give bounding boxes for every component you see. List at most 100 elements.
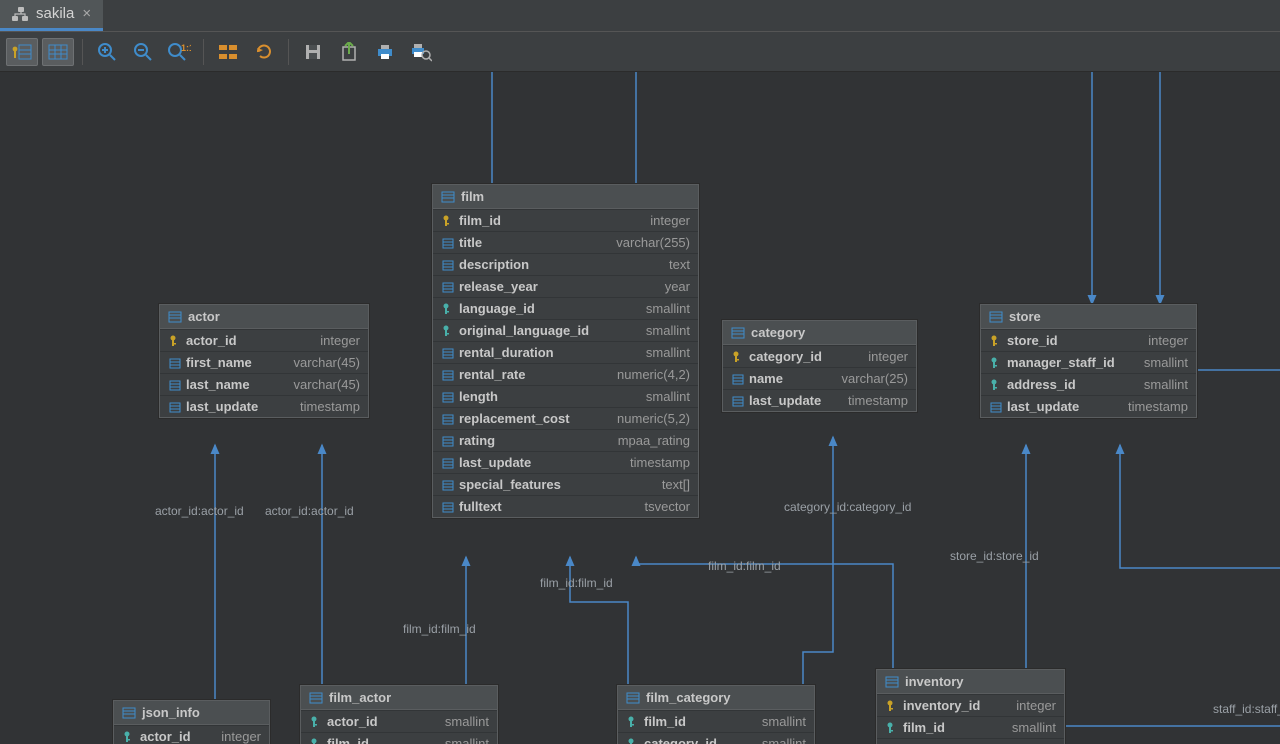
table-film[interactable]: film film_id integer title varchar(255) … (432, 184, 699, 518)
column-row[interactable]: film_id integer (433, 209, 698, 231)
zoom-out-button[interactable] (127, 38, 159, 66)
edge-label: actor_id:actor_id (155, 504, 244, 518)
column-type: text (669, 257, 690, 272)
foreign-key-icon (626, 737, 644, 744)
table-header[interactable]: store (981, 305, 1196, 329)
table-header[interactable]: film_category (618, 686, 814, 710)
column-row[interactable]: rating mpaa_rating (433, 429, 698, 451)
column-row[interactable]: name varchar(25) (723, 367, 916, 389)
column-row[interactable]: first_name varchar(45) (160, 351, 368, 373)
column-name: length (459, 389, 646, 404)
column-row[interactable]: store_id integer (981, 329, 1196, 351)
column-row[interactable]: fulltext tsvector (433, 495, 698, 517)
zoom-in-button[interactable] (91, 38, 123, 66)
table-header[interactable]: json_info (114, 701, 269, 725)
column-icon (441, 434, 459, 448)
save-diagram-button[interactable] (297, 38, 329, 66)
column-name: manager_staff_id (1007, 355, 1144, 370)
close-icon[interactable]: × (82, 5, 91, 22)
column-icon (168, 356, 186, 370)
column-row[interactable]: address_id smallint (981, 373, 1196, 395)
table-film_actor[interactable]: film_actor actor_id smallint film_id sma… (300, 685, 498, 744)
edge-label: category_id:category_id (784, 500, 911, 514)
column-row[interactable]: inventory_id integer (877, 694, 1064, 716)
column-row[interactable]: category_id smallint (618, 732, 814, 744)
column-row[interactable]: description text (433, 253, 698, 275)
table-store[interactable]: store store_id integer manager_staff_id … (980, 304, 1197, 418)
table-title: json_info (142, 705, 200, 720)
column-row[interactable]: rental_rate numeric(4,2) (433, 363, 698, 385)
column-row[interactable]: replacement_cost numeric(5,2) (433, 407, 698, 429)
column-type: varchar(25) (842, 371, 908, 386)
column-type: smallint (1144, 355, 1188, 370)
column-type: smallint (646, 389, 690, 404)
column-type: smallint (1144, 377, 1188, 392)
table-header[interactable]: inventory (877, 670, 1064, 694)
column-row[interactable]: release_year year (433, 275, 698, 297)
column-name: address_id (1007, 377, 1144, 392)
column-row[interactable]: title varchar(255) (433, 231, 698, 253)
table-actor[interactable]: actor actor_id integer first_name varcha… (159, 304, 369, 418)
column-row[interactable]: last_update timestamp (433, 451, 698, 473)
print-preview-button[interactable] (405, 38, 437, 66)
column-row[interactable]: length smallint (433, 385, 698, 407)
column-row[interactable]: last_update timestamp (723, 389, 916, 411)
column-type: smallint (445, 736, 489, 744)
column-name: special_features (459, 477, 662, 492)
column-name: last_update (459, 455, 630, 470)
column-row[interactable]: film_id smallint (877, 716, 1064, 738)
column-icon (441, 500, 459, 514)
table-category[interactable]: category category_id integer name varcha… (722, 320, 917, 412)
table-film_category[interactable]: film_category film_id smallint category_… (617, 685, 815, 744)
print-button[interactable] (369, 38, 401, 66)
column-type: smallint (445, 714, 489, 729)
edge-label: store_id:store_id (950, 549, 1039, 563)
column-row[interactable]: last_update timestamp (160, 395, 368, 417)
table-header[interactable]: actor (160, 305, 368, 329)
zoom-actual-button[interactable]: 1:1 (163, 38, 195, 66)
entities-key-columns-button[interactable] (6, 38, 38, 66)
column-row[interactable]: original_language_id smallint (433, 319, 698, 341)
refresh-button[interactable] (248, 38, 280, 66)
column-name: last_update (186, 399, 300, 414)
column-name: last_name (186, 377, 294, 392)
table-title: film_category (646, 690, 731, 705)
column-row[interactable]: store_id smallint (877, 738, 1064, 744)
column-row[interactable]: actor_id integer (114, 725, 269, 744)
table-json_info[interactable]: json_info actor_id integer info json (113, 700, 270, 744)
column-row[interactable]: rental_duration smallint (433, 341, 698, 363)
column-row[interactable]: actor_id smallint (301, 710, 497, 732)
column-row[interactable]: category_id integer (723, 345, 916, 367)
column-type: varchar(255) (616, 235, 690, 250)
column-name: film_id (327, 736, 445, 744)
column-row[interactable]: actor_id integer (160, 329, 368, 351)
column-row[interactable]: film_id smallint (301, 732, 497, 744)
column-icon (441, 412, 459, 426)
column-type: integer (868, 349, 908, 364)
column-type: integer (1016, 698, 1056, 713)
column-row[interactable]: last_name varchar(45) (160, 373, 368, 395)
table-header[interactable]: film (433, 185, 698, 209)
column-row[interactable]: film_id smallint (618, 710, 814, 732)
column-type: smallint (762, 714, 806, 729)
auto-layout-button[interactable] (212, 38, 244, 66)
column-row[interactable]: language_id smallint (433, 297, 698, 319)
export-image-button[interactable] (333, 38, 365, 66)
primary-key-icon (441, 214, 459, 228)
tab-sakila[interactable]: sakila × (0, 0, 103, 31)
column-row[interactable]: special_features text[] (433, 473, 698, 495)
table-inventory[interactable]: inventory inventory_id integer film_id s… (876, 669, 1065, 744)
column-type: varchar(45) (294, 355, 360, 370)
column-icon (441, 258, 459, 272)
edge-inventory-film (636, 557, 893, 669)
table-title: film (461, 189, 484, 204)
diagram-canvas[interactable]: actor actor_id integer first_name varcha… (0, 72, 1280, 744)
entities-all-columns-button[interactable] (42, 38, 74, 66)
column-name: actor_id (186, 333, 320, 348)
table-header[interactable]: category (723, 321, 916, 345)
column-row[interactable]: manager_staff_id smallint (981, 351, 1196, 373)
column-name: release_year (459, 279, 665, 294)
edge-label: film_id:film_id (708, 559, 781, 573)
table-header[interactable]: film_actor (301, 686, 497, 710)
column-row[interactable]: last_update timestamp (981, 395, 1196, 417)
